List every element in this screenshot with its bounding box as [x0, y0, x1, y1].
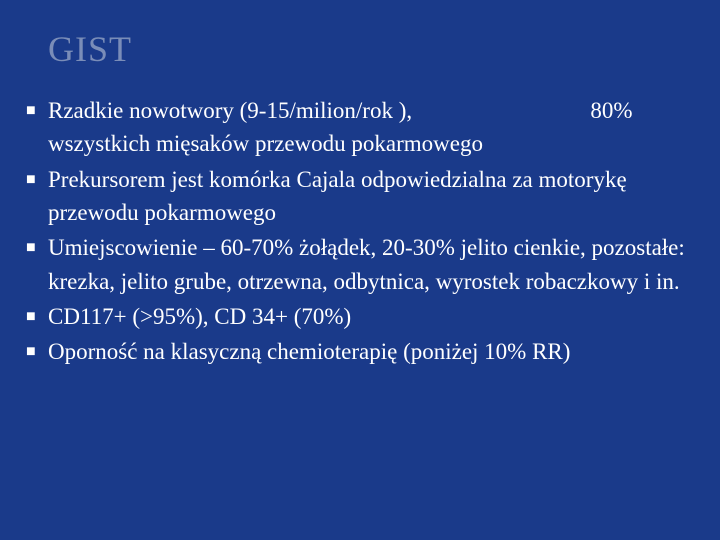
- slide-title: GIST: [48, 28, 700, 70]
- bullet-item: Oporność na klasyczną chemioterapię (pon…: [26, 335, 690, 368]
- slide: GIST Rzadkie nowotwory (9-15/milion/rok …: [0, 0, 720, 540]
- bullet-item: Umiejscowienie – 60-70% żołądek, 20-30% …: [26, 231, 690, 298]
- bullet-item: Prekursorem jest komórka Cajala odpowied…: [26, 163, 690, 230]
- bullet-item: CD117+ (>95%), CD 34+ (70%): [26, 300, 690, 333]
- bullet-item: Rzadkie nowotwory (9-15/milion/rok ), 80…: [26, 94, 690, 161]
- bullet-list: Rzadkie nowotwory (9-15/milion/rok ), 80…: [20, 94, 700, 369]
